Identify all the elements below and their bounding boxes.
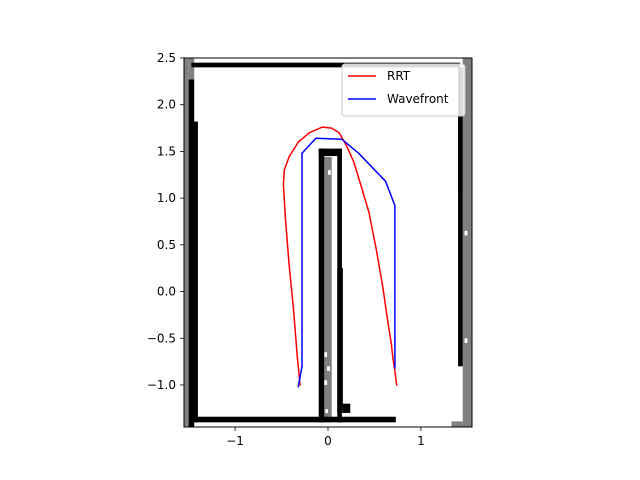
y-tick-label: 2.5: [157, 51, 176, 65]
map-free-cell: [464, 230, 468, 236]
map-obstacle-cell: [188, 79, 195, 427]
legend: RRT Wavefront: [341, 63, 466, 117]
occupancy-map: [184, 58, 472, 427]
map-free-unknown-cell: [324, 157, 332, 423]
map-obstacle-cell: [458, 67, 463, 367]
y-tick-label: −1.0: [147, 378, 176, 392]
x-tick-label: 1: [417, 434, 425, 448]
map-free-cell: [327, 366, 330, 371]
series-line-rrt: [282, 126, 398, 386]
x-tick-label: −1: [226, 434, 244, 448]
legend-label: RRT: [387, 69, 411, 83]
map-obstacle-cell: [318, 148, 325, 423]
map-free-unknown-cell: [188, 58, 195, 80]
map-obstacle-cell: [191, 416, 396, 423]
map-free-cell: [464, 338, 468, 343]
y-tick-label: 1.0: [157, 191, 176, 205]
y-tick-label: 0.5: [157, 238, 176, 252]
series-line-wavefront: [297, 137, 396, 388]
map-free-unknown-cell: [184, 58, 189, 427]
map-obstacle-cell: [342, 403, 351, 413]
map-free-cell: [324, 380, 328, 385]
map-free-cell: [324, 352, 328, 357]
map-obstacle-cell: [318, 148, 342, 157]
y-tick-label: 0.0: [157, 285, 176, 299]
series-layer: [282, 126, 398, 388]
y-tick-label: −0.5: [147, 331, 176, 345]
x-tick-label: 0: [324, 434, 332, 448]
map-free-unknown-cell: [462, 58, 472, 427]
map-obstacle-cell: [193, 121, 198, 423]
map-obstacle-cell: [337, 268, 343, 413]
legend-label: Wavefront: [387, 92, 449, 106]
axis-ticks: −1 0 1 −1.0 −0.5 0.0 0.5 1.0 1.5 2.0 2.5: [147, 51, 425, 448]
y-tick-label: 2.0: [157, 98, 176, 112]
y-tick-label: 1.5: [157, 144, 176, 158]
map-obstacle-cell: [191, 62, 460, 68]
map-free-unknown-cell: [451, 421, 463, 427]
map-free-cell: [325, 409, 328, 413]
legend-box: [341, 63, 466, 117]
map-free-cell: [328, 170, 331, 175]
